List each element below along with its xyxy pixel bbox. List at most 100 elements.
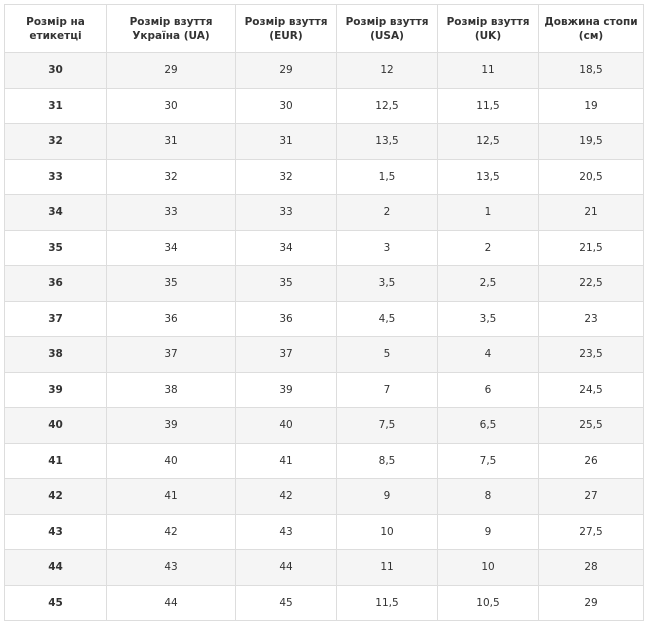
table-row: 37 36 36 4,5 3,5 23 (4, 300, 644, 337)
table-cell: 45 (235, 584, 337, 621)
table-cell: 33 (235, 194, 337, 231)
table-cell: 30 (106, 87, 236, 124)
table-cell: 12,5 (437, 123, 539, 160)
table-cell: 20,5 (538, 158, 644, 195)
table-cell: 33 (4, 158, 107, 195)
table-cell: 36 (4, 265, 107, 302)
table-cell: 22,5 (538, 265, 644, 302)
table-cell: 9 (336, 478, 438, 515)
table-cell: 33 (106, 194, 236, 231)
table-cell: 18,5 (538, 52, 644, 89)
header-cell: Розмір взуття (USA) (336, 4, 438, 53)
table-cell: 7,5 (437, 442, 539, 479)
table-cell: 21 (538, 194, 644, 231)
table-cell: 35 (235, 265, 337, 302)
table-cell: 13,5 (336, 123, 438, 160)
table-cell: 34 (106, 229, 236, 266)
table-cell: 6 (437, 371, 539, 408)
table-cell: 34 (235, 229, 337, 266)
table-row: 35 34 34 3 2 21,5 (4, 229, 644, 266)
table-cell: 44 (235, 549, 337, 586)
table-cell: 23 (538, 300, 644, 337)
table-cell: 11,5 (336, 584, 438, 621)
table-row: 38 37 37 5 4 23,5 (4, 336, 644, 373)
table-cell: 19 (538, 87, 644, 124)
table-cell: 34 (4, 194, 107, 231)
table-cell: 42 (4, 478, 107, 515)
table-cell: 38 (106, 371, 236, 408)
table-row: 41 40 41 8,5 7,5 26 (4, 442, 644, 479)
table-cell: 37 (235, 336, 337, 373)
table-cell: 10,5 (437, 584, 539, 621)
table-cell: 11,5 (437, 87, 539, 124)
table-row: 40 39 40 7,5 6,5 25,5 (4, 407, 644, 444)
table-cell: 44 (4, 549, 107, 586)
table-row: 31 30 30 12,5 11,5 19 (4, 87, 644, 124)
table-cell: 6,5 (437, 407, 539, 444)
table-cell: 10 (437, 549, 539, 586)
table-cell: 35 (4, 229, 107, 266)
table-row: 42 41 42 9 8 27 (4, 478, 644, 515)
header-row: Розмір на етикетці Розмір взуття Україна … (4, 4, 644, 53)
table-cell: 40 (106, 442, 236, 479)
table-cell: 32 (4, 123, 107, 160)
table-cell: 3,5 (336, 265, 438, 302)
table-cell: 3 (336, 229, 438, 266)
table-cell: 26 (538, 442, 644, 479)
table-cell: 9 (437, 513, 539, 550)
table-cell: 2 (437, 229, 539, 266)
size-table: Розмір на етикетці Розмір взуття Україна … (4, 4, 644, 621)
table-cell: 41 (235, 442, 337, 479)
table-row: 30 29 29 12 11 18,5 (4, 52, 644, 89)
table-cell: 1,5 (336, 158, 438, 195)
table-cell: 42 (106, 513, 236, 550)
table-row: 33 32 32 1,5 13,5 20,5 (4, 158, 644, 195)
table-cell: 27 (538, 478, 644, 515)
table-row: 32 31 31 13,5 12,5 19,5 (4, 123, 644, 160)
table-cell: 7,5 (336, 407, 438, 444)
header-cell: Розмір взуття (EUR) (235, 4, 337, 53)
table-cell: 31 (235, 123, 337, 160)
table-cell: 10 (336, 513, 438, 550)
table-cell: 37 (4, 300, 107, 337)
header-cell: Розмір взуття (UK) (437, 4, 539, 53)
table-cell: 8,5 (336, 442, 438, 479)
table-cell: 40 (4, 407, 107, 444)
table-cell: 8 (437, 478, 539, 515)
table-cell: 4 (437, 336, 539, 373)
table-cell: 30 (4, 52, 107, 89)
table-cell: 25,5 (538, 407, 644, 444)
table-cell: 29 (538, 584, 644, 621)
table-cell: 12 (336, 52, 438, 89)
table-cell: 2,5 (437, 265, 539, 302)
table-row: 44 43 44 11 10 28 (4, 549, 644, 586)
table-cell: 27,5 (538, 513, 644, 550)
table-cell: 28 (538, 549, 644, 586)
table-cell: 11 (437, 52, 539, 89)
table-cell: 11 (336, 549, 438, 586)
table-cell: 43 (235, 513, 337, 550)
table-cell: 44 (106, 584, 236, 621)
table-cell: 29 (235, 52, 337, 89)
table-cell: 39 (235, 371, 337, 408)
table-cell: 32 (106, 158, 236, 195)
table-cell: 41 (4, 442, 107, 479)
table-row: 34 33 33 2 1 21 (4, 194, 644, 231)
table-cell: 31 (4, 87, 107, 124)
table-cell: 2 (336, 194, 438, 231)
table-row: 43 42 43 10 9 27,5 (4, 513, 644, 550)
table-cell: 38 (4, 336, 107, 373)
table-cell: 29 (106, 52, 236, 89)
table-cell: 12,5 (336, 87, 438, 124)
table-cell: 1 (437, 194, 539, 231)
table-cell: 32 (235, 158, 337, 195)
table-cell: 19,5 (538, 123, 644, 160)
header-cell: Розмір на етикетці (4, 4, 107, 53)
table-cell: 31 (106, 123, 236, 160)
header-cell: Розмір взуття Україна (UA) (106, 4, 236, 53)
table-cell: 41 (106, 478, 236, 515)
table-cell: 7 (336, 371, 438, 408)
table-cell: 40 (235, 407, 337, 444)
table-cell: 36 (235, 300, 337, 337)
